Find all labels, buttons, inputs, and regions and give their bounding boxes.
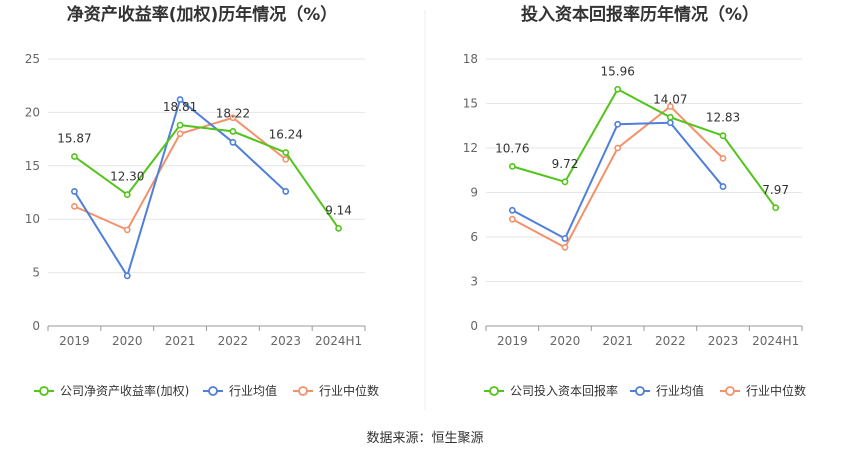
- y-tick-label: 0: [32, 319, 40, 333]
- data-point: [282, 155, 290, 163]
- x-tick-label: 2020: [550, 334, 581, 348]
- legend-label: 行业均值: [656, 383, 704, 398]
- x-tick-label: 2021: [165, 334, 196, 348]
- x-tick-label: 2022: [218, 334, 249, 348]
- data-point: [123, 226, 131, 234]
- y-tick-label: 12: [463, 141, 478, 155]
- data-point: [666, 113, 674, 121]
- data-point: [71, 153, 78, 160]
- x-tick-label: 2024H1: [315, 334, 362, 348]
- y-tick-label: 10: [25, 212, 40, 226]
- chart-2-title: 投入资本回报率历年情况（%）: [521, 4, 759, 25]
- data-label: 16.24: [269, 128, 303, 142]
- data-label: 14.07: [653, 92, 687, 106]
- data-point: [508, 162, 516, 170]
- y-tick-label: 25: [25, 52, 40, 66]
- legend-label: 行业中位数: [319, 383, 379, 398]
- data-point: [282, 188, 290, 195]
- data-point: [772, 204, 780, 212]
- data-source: 数据来源：恒生聚源: [366, 431, 483, 446]
- data-label: 12.30: [110, 170, 144, 184]
- y-tick-label: 5: [32, 266, 40, 280]
- legend-label: 公司净资产收益率(加权): [60, 383, 189, 398]
- x-tick-label: 2019: [497, 334, 528, 348]
- data-point: [176, 96, 184, 103]
- data-label: 10.76: [495, 141, 529, 155]
- legend-label: 公司投入资本回报率: [510, 383, 618, 398]
- data-label: 9.72: [552, 157, 579, 171]
- data-point: [614, 120, 622, 128]
- data-point: [561, 235, 569, 242]
- data-point: [614, 85, 622, 93]
- data-point: [229, 114, 237, 122]
- x-tick-label: 2022: [655, 334, 686, 348]
- data-point: [561, 243, 569, 251]
- data-point: [614, 144, 622, 152]
- series-line: [511, 121, 724, 240]
- chart-2-roic: 0 3 6 9 12 15 18 2019 2020 2021 2022 2023 2024H1 10.7…: [463, 52, 806, 398]
- data-point: [719, 183, 727, 190]
- data-point: [666, 103, 674, 110]
- y-tick-label: 20: [25, 105, 40, 119]
- data-label: 15.96: [600, 64, 634, 78]
- data-point: [561, 178, 569, 186]
- data-label: 7.97: [762, 183, 789, 197]
- x-tick-label: 2023: [708, 334, 739, 348]
- data-label: 9.14: [325, 203, 352, 217]
- data-point: [176, 121, 184, 129]
- y-tick-label: 18: [463, 52, 478, 66]
- chart-1-title: 净资产收益率(加权)历年情况（%）: [67, 4, 338, 25]
- data-label: 18.81: [163, 100, 197, 114]
- series-line: [512, 87, 777, 209]
- data-label: 15.87: [57, 132, 91, 146]
- x-tick-label: 2021: [602, 334, 633, 348]
- x-tick-label: 2020: [112, 334, 143, 348]
- data-point: [666, 119, 674, 127]
- data-point: [508, 215, 516, 223]
- data-point: [229, 128, 237, 135]
- legend-swatch-marker: [39, 386, 49, 396]
- chart-1-roe: 0 5 10 15 20 25 2019 2020 2021 2022 2023 2024H1 15.8…: [25, 52, 379, 398]
- legend-swatch-marker: [298, 386, 308, 396]
- data-point: [176, 130, 184, 138]
- data-point: [719, 132, 727, 140]
- data-label: 18.22: [216, 106, 250, 120]
- data-point: [508, 206, 516, 214]
- data-point: [719, 154, 727, 162]
- data-point: [229, 138, 237, 146]
- data-point: [71, 188, 78, 195]
- x-tick-label: 2024H1: [752, 334, 799, 348]
- data-point: [335, 224, 342, 232]
- legend-swatch-marker: [208, 386, 218, 396]
- y-tick-label: 15: [463, 97, 478, 111]
- data-point: [123, 272, 131, 280]
- legend-swatch-marker: [725, 386, 735, 396]
- legend-label: 行业中位数: [746, 383, 806, 398]
- data-point: [282, 149, 290, 156]
- y-tick-label: 6: [470, 230, 478, 244]
- y-tick-label: 15: [25, 159, 40, 173]
- y-tick-label: 3: [470, 275, 478, 289]
- y-tick-label: 0: [470, 319, 478, 333]
- data-point: [123, 191, 131, 199]
- x-tick-label: 2023: [270, 334, 301, 348]
- legend-swatch-marker: [489, 386, 499, 396]
- legend-label: 行业均值: [229, 383, 277, 398]
- legend-swatch-marker: [635, 386, 645, 396]
- y-tick-label: 9: [470, 186, 478, 200]
- series-line: [73, 124, 340, 229]
- data-point: [71, 202, 78, 210]
- data-label: 12.83: [706, 111, 740, 125]
- x-tick-label: 2019: [59, 334, 90, 348]
